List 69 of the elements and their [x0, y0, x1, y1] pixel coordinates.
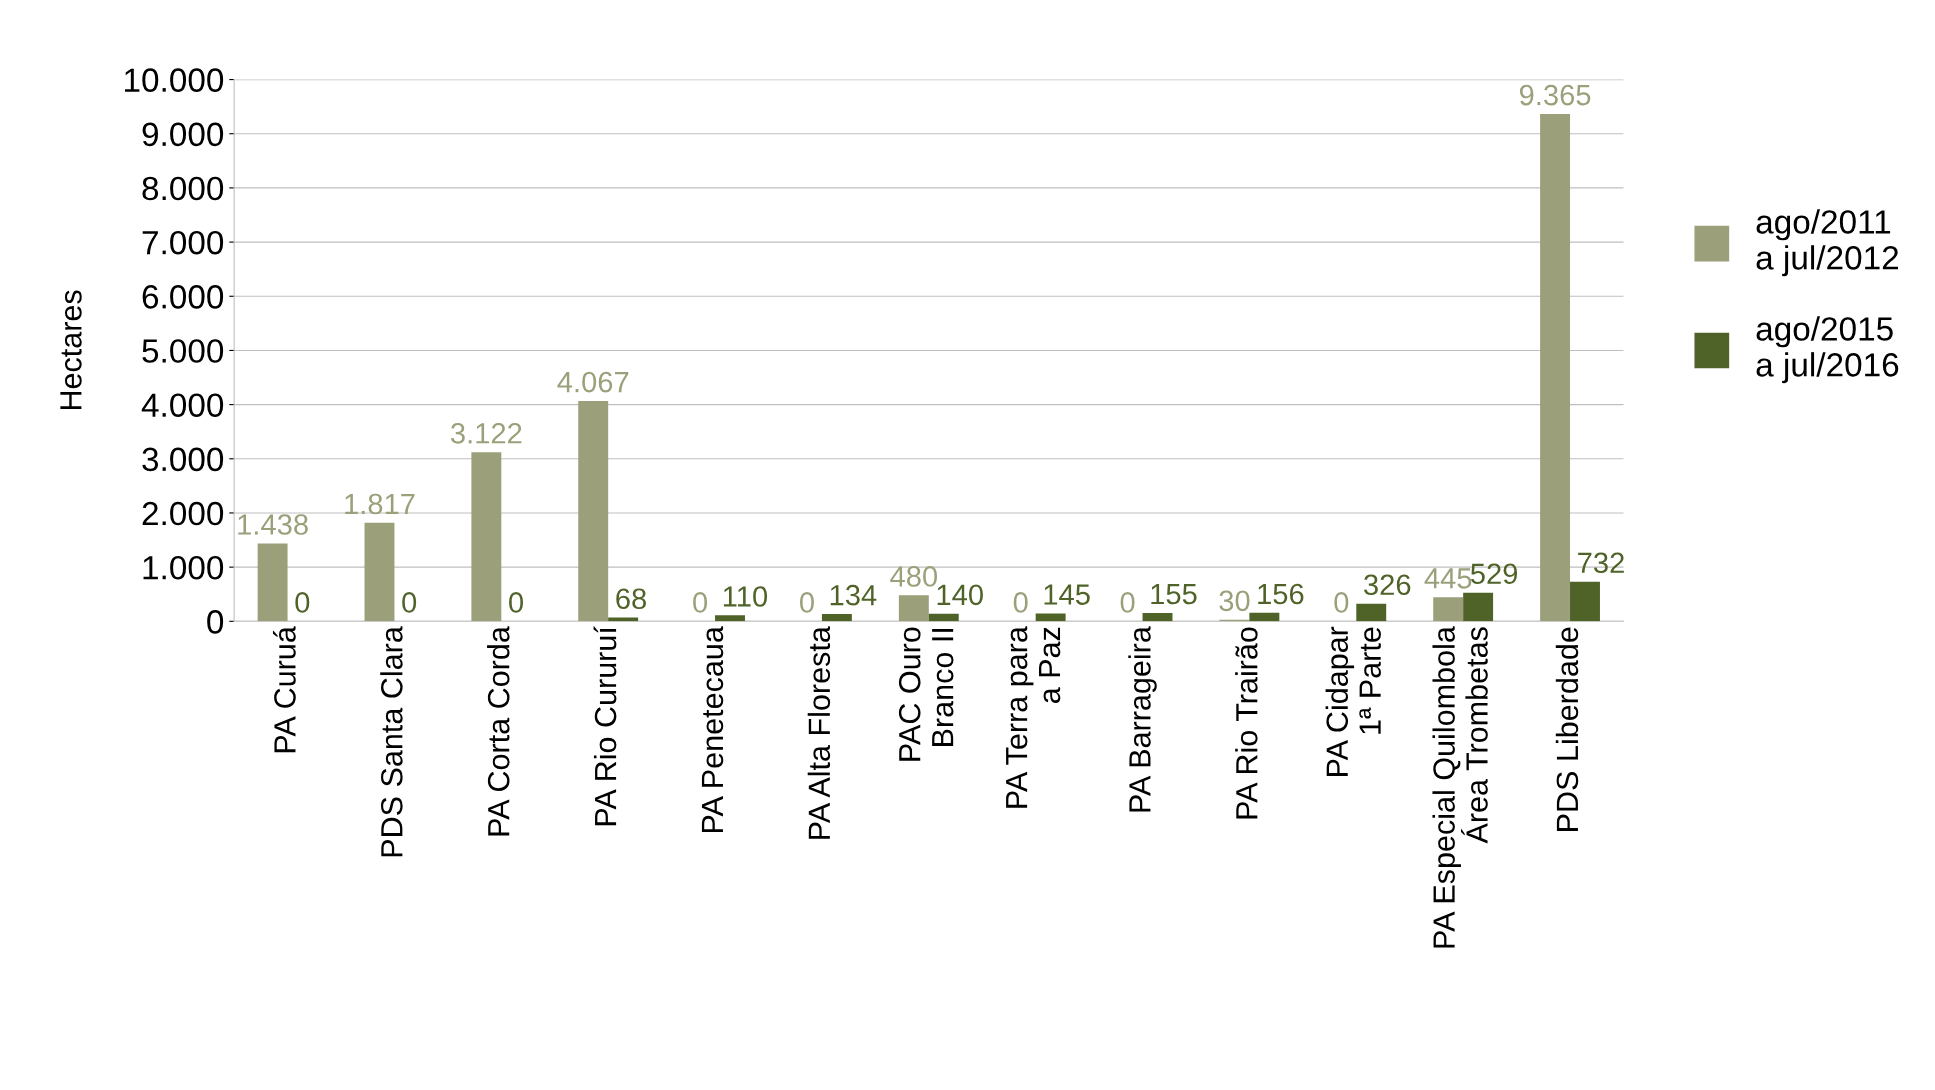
y-tick-label: 10.000 [125, 68, 224, 92]
data-label: 732 [1578, 552, 1624, 574]
data-label: 110 [723, 586, 768, 607]
data-label: 145 [1044, 584, 1090, 605]
data-label: 30 [1219, 590, 1250, 612]
bar [1356, 603, 1387, 622]
data-label: 9.365 [1519, 84, 1591, 106]
legend-label: ago/2015 a jul/2016 [1756, 316, 1899, 384]
y-tick-label: 5.000 [142, 339, 224, 363]
x-tick-label: PA Terra para a Paz [1006, 626, 1061, 808]
bar [1463, 592, 1494, 622]
y-axis-title: Hectares [60, 290, 82, 410]
bar [578, 400, 609, 622]
bar [1433, 597, 1464, 622]
data-label: 0 [693, 592, 708, 613]
data-label: 156 [1258, 583, 1304, 605]
data-label: 1.817 [345, 493, 415, 515]
y-tick-label: 0 [207, 610, 224, 634]
x-tick-label: PA Rio Cururuí [593, 626, 617, 826]
y-tick-label: 4.000 [141, 393, 224, 418]
x-tick-label: PA Corta Corda [487, 626, 510, 836]
bar [364, 522, 395, 622]
y-tick-label: 8.000 [142, 176, 224, 201]
bar [257, 543, 288, 622]
data-label: 155 [1151, 584, 1197, 605]
x-tick-label: PA Alta Floresta [807, 626, 831, 839]
legend-label: ago/2011 a jul/2012 [1756, 209, 1899, 277]
x-tick-label: PA Especial Quilombola Área Trombetas [1432, 626, 1488, 948]
bar [471, 452, 502, 622]
bar [898, 595, 929, 622]
x-tick-label: PDS Santa Clara [380, 626, 403, 857]
x-tick-label: PA Penetecaua [701, 626, 724, 833]
y-tick-label: 6.000 [142, 285, 224, 309]
x-tick-label: PA Curuá [272, 626, 296, 753]
data-label: 445 [1424, 568, 1472, 589]
y-tick-label: 1.000 [143, 555, 224, 580]
x-tick-label: PA Barrageira [1128, 626, 1157, 812]
data-label: 68 [616, 588, 646, 610]
data-label: 3.122 [450, 422, 522, 444]
data-label: 326 [1364, 574, 1411, 596]
bar [1142, 612, 1173, 622]
bar [1570, 581, 1600, 622]
x-tick-label: PA Cidapar 1ª Parte [1325, 626, 1381, 776]
bar [928, 613, 959, 622]
y-tick-label: 9.000 [142, 122, 224, 147]
data-label: 529 [1470, 563, 1518, 585]
data-label: 4.067 [557, 371, 629, 393]
data-label: 0 [1120, 592, 1135, 613]
data-label: 140 [937, 584, 983, 606]
x-tick-label: PAC Ouro Branco II [898, 627, 954, 761]
data-label: 134 [830, 584, 877, 606]
y-tick-label: 7.000 [142, 230, 224, 255]
data-label: 0 [1013, 592, 1028, 613]
data-label: 0 [800, 592, 814, 613]
x-tick-label: PDS Liberdade [1555, 627, 1579, 831]
data-label: 0 [402, 592, 417, 613]
bar [821, 614, 852, 622]
bar [1540, 113, 1571, 622]
y-tick-label: 3.000 [142, 447, 224, 472]
data-label: 0 [509, 592, 524, 613]
data-label: 0 [295, 592, 310, 613]
y-tick-label: 2.000 [142, 501, 224, 526]
data-label: 0 [1334, 592, 1349, 613]
x-tick-label: PA Rio Trairão [1235, 627, 1258, 819]
data-label: 480 [890, 566, 938, 587]
data-label: 1.438 [238, 514, 308, 535]
bar [1249, 612, 1280, 622]
bar [715, 615, 745, 622]
bar [1035, 613, 1066, 622]
